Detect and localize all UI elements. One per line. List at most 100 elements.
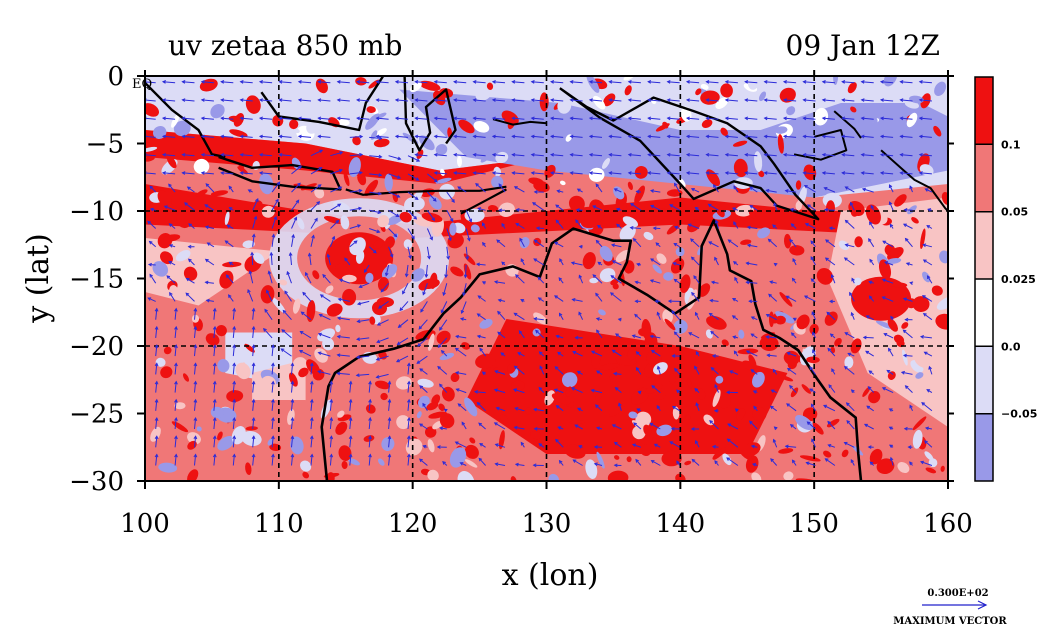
wind-vector-head	[453, 134, 458, 139]
x-tick-label: 150	[789, 509, 839, 539]
wind-vector	[515, 274, 525, 284]
wind-vector-head	[608, 80, 613, 84]
wind-vector-head	[782, 80, 787, 84]
wind-vector	[686, 81, 700, 84]
wind-vector	[803, 117, 816, 120]
wind-vector	[822, 81, 835, 84]
vorticity-cell	[588, 167, 605, 183]
x-tick-label: 160	[923, 509, 973, 539]
wind-vector-head	[533, 426, 538, 431]
wind-vector-head	[786, 351, 791, 356]
wind-vector-head	[336, 116, 341, 121]
vorticity-cell	[758, 91, 767, 102]
wind-vector	[554, 241, 564, 248]
vorticity-cell	[317, 328, 335, 342]
vorticity-cell	[907, 205, 917, 215]
wind-vector-head	[168, 244, 173, 248]
wind-vector-head	[860, 80, 865, 84]
vorticity-cell	[628, 411, 638, 419]
wind-vector-head	[690, 238, 694, 242]
wind-vector-head	[316, 201, 321, 205]
wind-vector-head	[368, 398, 372, 403]
vorticity-cell	[706, 315, 727, 330]
wind-vector	[628, 99, 641, 102]
wind-vector	[247, 289, 254, 302]
wind-vector-head	[378, 305, 382, 309]
vector-key-value: 0.300E+02	[927, 588, 988, 599]
wind-vector-head	[533, 407, 538, 412]
wind-vector	[847, 352, 855, 357]
wind-vector	[252, 436, 255, 448]
wind-vector-head	[651, 385, 656, 389]
wind-vector-head	[574, 424, 579, 428]
vorticity-cell	[342, 288, 357, 306]
wind-vector-head	[239, 152, 244, 157]
vorticity-cell	[245, 426, 258, 431]
wind-vector-head	[558, 277, 563, 281]
wind-vector	[498, 183, 506, 193]
wind-vector-head	[193, 380, 198, 385]
wind-vector-head	[752, 390, 757, 394]
wind-vector-head	[656, 311, 661, 316]
wind-vector	[349, 172, 362, 175]
wind-vector-head	[920, 460, 924, 465]
wind-vector-head	[588, 171, 593, 175]
wind-vector-head	[232, 398, 237, 403]
wind-vector	[495, 443, 506, 448]
wind-vector	[301, 311, 312, 321]
vorticity-cell	[217, 359, 230, 373]
wind-vector-head	[724, 152, 729, 157]
wind-vector	[388, 399, 391, 411]
wind-vector-head	[666, 134, 671, 139]
wind-vector-head	[636, 408, 641, 412]
wind-vector	[880, 117, 894, 120]
wind-vector-head	[433, 134, 438, 139]
wind-vector-head	[789, 424, 794, 428]
vorticity-cell	[719, 167, 725, 176]
wind-vector-head	[220, 134, 225, 139]
wind-vector-head	[769, 280, 774, 284]
wind-vector-head	[478, 422, 483, 427]
wind-vector-head	[729, 370, 734, 374]
wind-vector-head	[232, 344, 237, 349]
wind-vector-head	[406, 362, 411, 367]
wind-vector	[822, 99, 835, 102]
wind-vector-head	[786, 403, 790, 407]
wind-vector	[589, 81, 603, 84]
wind-vector-head	[652, 226, 657, 231]
vorticity-cell	[425, 426, 437, 438]
wind-vector-head	[713, 184, 717, 188]
wind-vector	[388, 436, 391, 448]
wind-vector	[575, 219, 583, 229]
vorticity-cell	[498, 202, 515, 218]
wind-vector-head	[378, 136, 383, 141]
wind-vector-head	[478, 457, 483, 462]
wind-vector	[357, 99, 370, 102]
wind-vector-head	[904, 385, 909, 389]
wind-vector	[434, 117, 447, 120]
vorticity-cell	[333, 201, 350, 212]
colorbar-segment	[975, 413, 993, 481]
wind-vector	[803, 81, 816, 84]
wind-vector	[492, 117, 506, 120]
wind-vector	[456, 335, 467, 339]
wind-vector-head	[453, 171, 458, 175]
wind-vector	[388, 454, 391, 466]
wind-vector-head	[632, 443, 636, 448]
wind-vector	[454, 135, 467, 138]
wind-vector	[497, 311, 506, 321]
wind-vector-head	[278, 98, 283, 102]
wind-vector	[417, 337, 428, 347]
wind-vector	[407, 363, 410, 375]
vorticity-cell	[428, 411, 448, 419]
wind-vector	[494, 389, 506, 394]
wind-vector-head	[368, 416, 372, 421]
wind-vector-head	[200, 116, 205, 121]
wind-vector	[789, 239, 797, 248]
wind-vector-head	[909, 404, 913, 409]
vorticity-cell	[797, 117, 817, 134]
wind-vector	[271, 234, 275, 247]
wind-vector-head	[258, 171, 263, 175]
wind-vector	[559, 258, 564, 266]
wind-vector-head	[473, 390, 478, 394]
